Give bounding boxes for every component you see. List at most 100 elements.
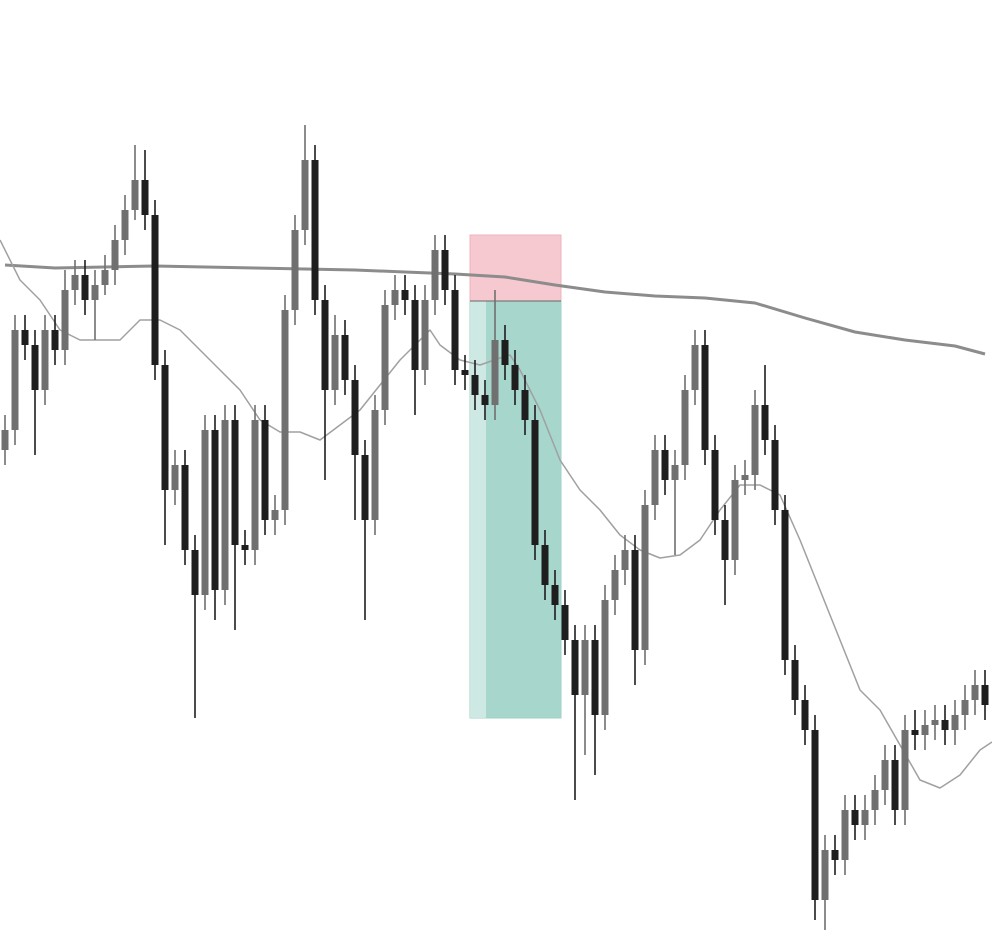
candle-body [401,290,409,300]
candle-body [741,475,749,480]
candle-body [501,340,509,365]
candle-body [51,330,59,350]
candle-body [91,285,99,300]
candle-body [691,345,699,390]
candle-body [781,510,789,660]
candle-body [271,510,279,520]
candle-body [481,395,489,405]
candle-body [421,300,429,370]
candle-body [491,340,499,405]
candle-body [721,520,729,560]
candle-body [631,550,639,650]
candle-body [611,570,619,600]
candle-body [41,330,49,390]
candle-body [911,730,919,735]
candle-body [571,640,579,695]
candle-body [641,505,649,650]
candle-body [211,430,219,590]
candle-body [541,545,549,585]
candle-body [281,310,289,510]
candle-body [511,365,519,390]
candle-body [261,420,269,520]
candle-body [21,330,29,345]
candle-body [821,850,829,900]
candle-body [441,250,449,290]
candle-body [591,640,599,715]
moving-average [0,239,992,789]
candle-body [471,375,479,395]
candle-body [831,850,839,860]
moving-average [4,263,986,356]
candle-body [1,430,9,450]
candle-body [931,720,939,725]
candle-body [461,370,469,375]
candle-body [31,345,39,390]
candle-body [311,160,319,300]
candle-body [981,685,989,705]
candle-body [761,405,769,440]
candle-body [231,420,239,545]
candle-body [331,335,339,390]
candle-body [921,725,929,735]
target-zone-edge [470,301,486,718]
candle-body [521,390,529,420]
candle-body [671,465,679,480]
candle-body [101,270,109,285]
candle-body [291,230,299,310]
candle-body [301,160,309,230]
candle-body [941,720,949,730]
candle-body [251,420,259,550]
candle-body [881,760,889,790]
candle-body [61,290,69,350]
candle-body [411,300,419,370]
candle-body [451,290,459,370]
candle-body [561,605,569,640]
candle-body [701,345,709,450]
candle-body [431,250,439,300]
candle-body [661,450,669,480]
candle-body [811,730,819,900]
candle-body [621,550,629,570]
candle-body [321,300,329,390]
candle-body [601,600,609,715]
candle-body [731,480,739,560]
candle-body [771,440,779,510]
candle-body [361,455,369,520]
candle-body [181,465,189,550]
candle-body [391,290,399,305]
candle-body [751,405,759,475]
candle-body [891,760,899,810]
candle-body [841,810,849,860]
candle-body [161,365,169,490]
candle-body [971,685,979,700]
candle-body [861,810,869,825]
candle-body [151,215,159,365]
candle-body [851,810,859,825]
candle-body [581,640,589,695]
stop-zone [469,234,562,302]
candle-body [681,390,689,465]
candle-body [791,660,799,700]
candle-body [371,410,379,520]
candle-body [201,430,209,595]
candle-body [531,420,539,545]
candle-body [711,450,719,520]
candle-body [651,450,659,505]
candle-body [81,275,89,300]
candle-body [121,210,129,240]
candle-body [381,305,389,410]
candle-body [351,380,359,455]
candle-body [551,585,559,605]
candle-body [171,465,179,490]
candle-body [901,730,909,810]
candle-body [131,180,139,210]
candle-body [221,420,229,590]
candle-body [191,550,199,595]
candle-body [341,335,349,380]
candle-body [951,715,959,730]
candle-body [961,700,969,715]
candle-body [241,545,249,550]
candle-body [801,700,809,730]
